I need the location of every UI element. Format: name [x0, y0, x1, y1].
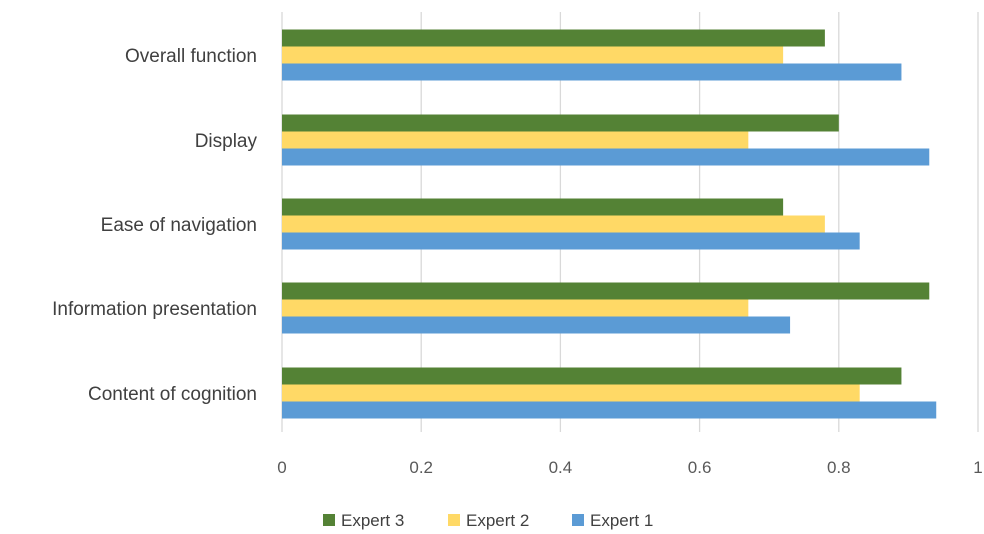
bar-expert-2-overall-function — [282, 46, 784, 64]
bar-expert-3-overall-function — [282, 29, 825, 47]
bar-expert-2-information-presentation — [282, 299, 749, 317]
legend-label-expert-1: Expert 1 — [590, 511, 653, 530]
legend-swatch-expert-2 — [448, 514, 460, 526]
bars — [282, 29, 937, 419]
x-tick-label: 0.4 — [549, 458, 573, 477]
x-tick-label: 0 — [277, 458, 286, 477]
x-tick-label: 0.2 — [409, 458, 433, 477]
category-labels: Overall function Display Ease of navigatio… — [52, 46, 257, 405]
category-label: Ease of navigation — [101, 215, 257, 236]
bar-expert-2-content-of-cognition — [282, 384, 860, 402]
bar-expert-1-content-of-cognition — [282, 401, 937, 419]
legend-swatch-expert-1 — [572, 514, 584, 526]
x-tick-label: 0.8 — [827, 458, 851, 477]
bar-expert-2-display — [282, 131, 749, 149]
category-label: Overall function — [125, 46, 257, 67]
bar-expert-3-content-of-cognition — [282, 367, 902, 385]
bar-expert-2-ease-of-navigation — [282, 215, 825, 233]
bar-expert-3-display — [282, 114, 839, 132]
category-label: Content of cognition — [88, 384, 257, 405]
bar-expert-1-ease-of-navigation — [282, 232, 860, 250]
legend-label-expert-2: Expert 2 — [466, 511, 529, 530]
x-tick-label: 1 — [973, 458, 982, 477]
category-label: Information presentation — [52, 299, 257, 320]
x-axis-tick-labels: 0 0.2 0.4 0.6 0.8 1 — [277, 458, 982, 477]
category-label: Display — [195, 131, 258, 152]
legend-label-expert-3: Expert 3 — [341, 511, 404, 530]
bar-expert-1-overall-function — [282, 63, 902, 81]
legend-swatch-expert-3 — [323, 514, 335, 526]
x-tick-label: 0.6 — [688, 458, 712, 477]
legend: Expert 3 Expert 2 Expert 1 — [323, 511, 653, 530]
bar-expert-1-information-presentation — [282, 316, 791, 334]
bar-expert-1-display — [282, 148, 930, 166]
bar-expert-3-information-presentation — [282, 282, 930, 300]
bar-expert-3-ease-of-navigation — [282, 198, 784, 216]
